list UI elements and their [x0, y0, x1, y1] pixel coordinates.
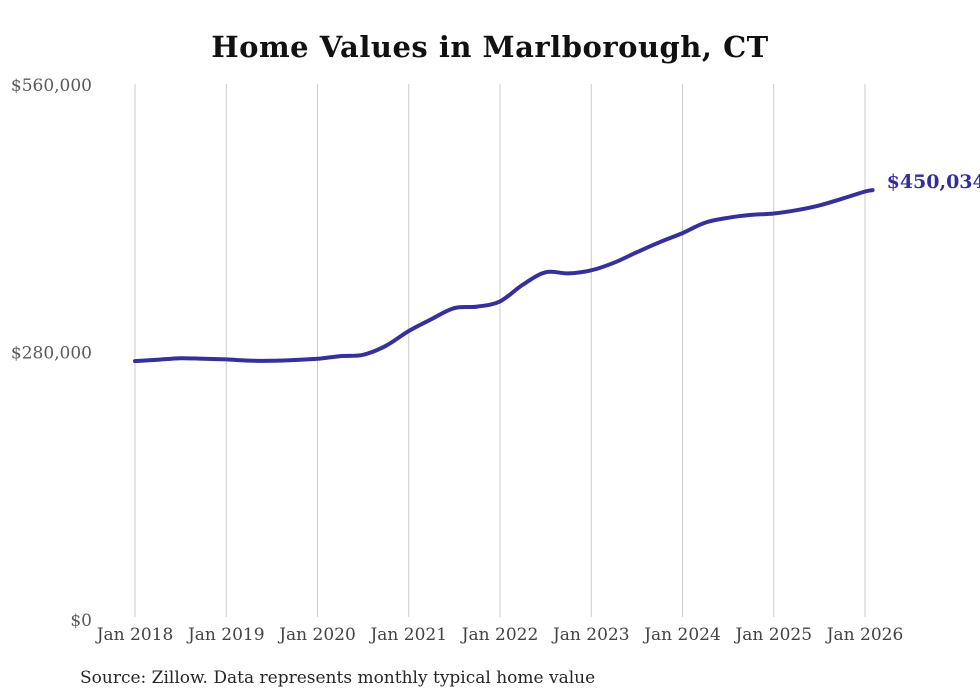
latest-value-label: $450,034	[887, 171, 980, 193]
x-axis-tick-label: Jan 2021	[368, 625, 447, 645]
y-axis-tick-label: $560,000	[11, 76, 92, 96]
home-value-line-series	[133, 188, 875, 364]
chart-title: Home Values in Marlborough, CT	[211, 30, 769, 64]
x-axis-tick-label: Jan 2022	[460, 625, 539, 645]
x-axis-tick-label: Jan 2019	[186, 625, 265, 645]
x-axis-tick-label: Jan 2018	[95, 625, 174, 645]
x-axis-tick-label: Jan 2026	[825, 625, 904, 645]
y-axis-tick-label: $280,000	[11, 344, 92, 364]
x-axis-tick-label: Jan 2024	[642, 625, 721, 645]
x-axis-tick-label: Jan 2020	[277, 625, 356, 645]
x-axis-tick-label: Jan 2025	[733, 625, 812, 645]
y-axis-tick-label: $0	[70, 611, 92, 631]
source-note: Source: Zillow. Data represents monthly …	[80, 668, 596, 688]
x-axis-tick-label: Jan 2023	[551, 625, 630, 645]
